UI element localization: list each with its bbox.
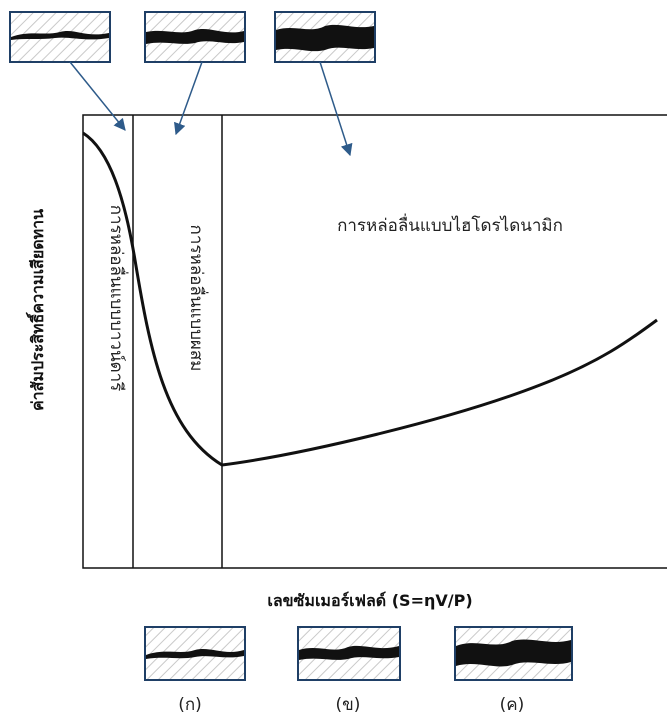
surface-band xyxy=(11,31,109,40)
arrow xyxy=(69,61,126,131)
inset-label: (ข) xyxy=(336,695,361,715)
inset-label: (ก) xyxy=(178,695,202,715)
region-label: การหล่อลื่นแบบบาวน์ดารี xyxy=(106,205,129,392)
frame xyxy=(82,114,667,569)
top-insets xyxy=(9,11,376,157)
surface-band xyxy=(456,639,571,667)
x-axis-label: เลขซัมเมอร์เฟลด์ (S=ηV/P) xyxy=(267,591,472,610)
friction-curve xyxy=(82,131,658,467)
arrow xyxy=(319,61,353,157)
surface-band xyxy=(146,649,244,659)
surface-band xyxy=(276,24,374,52)
inset-label: (ค) xyxy=(500,695,525,715)
surface-band xyxy=(146,29,244,44)
y-axis-label: ค่าสัมประสิทธิ์ความเสียดทาน xyxy=(26,209,47,411)
surface-band xyxy=(299,645,399,660)
region-label: การหล่อลื่นแบบไฮโดรไดนามิก xyxy=(337,213,563,236)
arrow xyxy=(174,61,203,136)
region-label: การหล่อลื่นแบบผสม xyxy=(186,225,209,372)
bottom-insets xyxy=(144,626,573,681)
